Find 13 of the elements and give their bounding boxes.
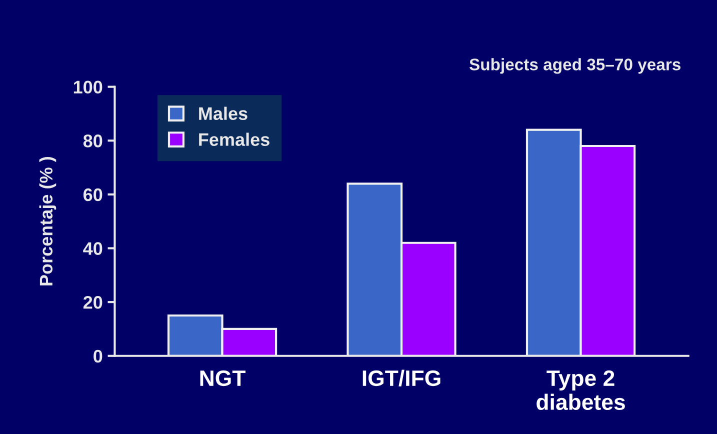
y-tick-label: 100 [74,80,102,94]
text: Subjects aged 35–70 years [469,58,680,74]
y-tick-label: 40 [83,242,102,255]
y-tick-label: 20 [83,296,102,309]
x-tick-label: Type 2 diabetes [536,370,625,410]
y-axis-title: Porcentaje (% ) [39,157,56,286]
y-tick-label: 0 [94,350,102,363]
legend-label: Females [199,132,270,146]
x-tick-label: NGT [200,370,246,386]
x-tick-label: IGT/IFG [362,370,440,386]
legend-label: Males [199,106,248,120]
y-tick-label: 60 [83,188,102,202]
y-tick-label: 80 [83,134,102,148]
